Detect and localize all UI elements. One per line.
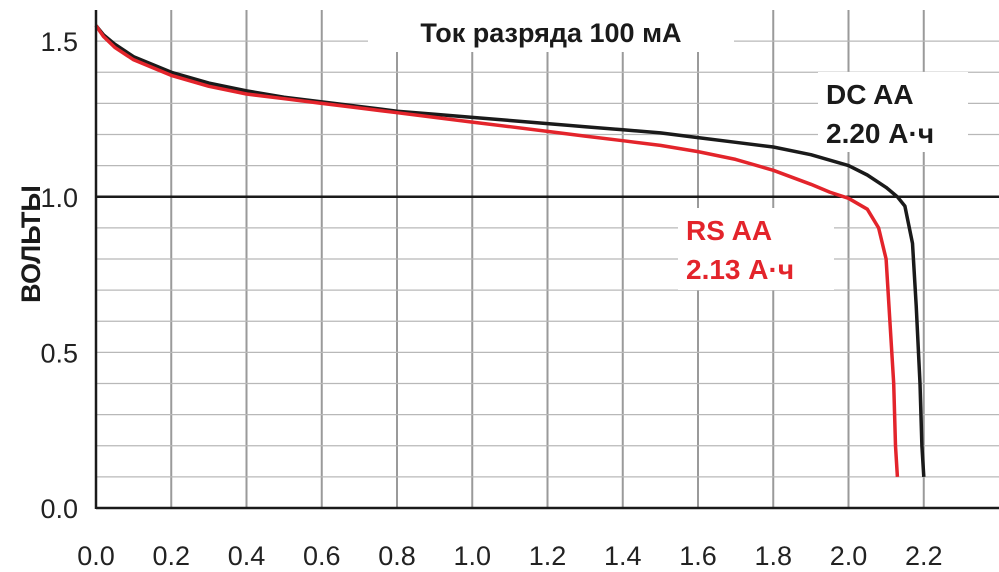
chart-title-background [368, 10, 734, 52]
rs-annotation: RS AA 2.13 А·ч [678, 208, 834, 290]
chart-title-group: Ток разряда 100 мА [368, 10, 734, 52]
y-tick-label: 1.0 [40, 183, 78, 213]
series-layer [94, 24, 926, 478]
chart-title: Ток разряда 100 мА [420, 18, 681, 48]
dc-series-name: DC AA [826, 79, 914, 110]
x-tick-label: 1.6 [679, 541, 717, 571]
rs-annotation-background [678, 208, 834, 290]
y-axis-label: ВОЛЬТЫ [16, 185, 46, 303]
axes [94, 10, 999, 510]
x-tick-label: 0.0 [77, 541, 115, 571]
x-tick-label: 1.0 [453, 541, 491, 571]
x-tick-label: 0.2 [152, 541, 190, 571]
x-tick-label: 1.4 [604, 541, 642, 571]
x-tick-label: 0.8 [378, 541, 416, 571]
series-line-rs-aa [94, 24, 900, 478]
x-tick-label: 2.2 [905, 541, 943, 571]
y-tick-label: 0.0 [40, 494, 78, 524]
series-line-dc-aa [94, 24, 926, 478]
y-tick-label: 1.5 [40, 27, 78, 57]
dc-annotation: DC AA 2.20 А·ч [818, 72, 968, 152]
x-tick-label: 0.4 [228, 541, 266, 571]
dc-annotation-background [818, 72, 968, 152]
x-tick-label: 1.8 [754, 541, 792, 571]
dc-capacity-label: 2.20 А·ч [826, 118, 934, 149]
x-tick-label: 1.2 [529, 541, 567, 571]
rs-series-name: RS AA [686, 215, 772, 246]
y-tick-labels: 0.0 0.5 1.0 1.5 [40, 27, 78, 524]
rs-capacity-label: 2.13 А·ч [686, 254, 794, 285]
x-tick-label: 0.6 [303, 541, 341, 571]
x-tick-label: 2.0 [830, 541, 868, 571]
y-tick-label: 0.5 [40, 338, 78, 368]
x-tick-labels: 0.0 0.2 0.4 0.6 0.8 1.0 1.2 1.4 1.6 1.8 2.0 2.2 [77, 541, 942, 571]
